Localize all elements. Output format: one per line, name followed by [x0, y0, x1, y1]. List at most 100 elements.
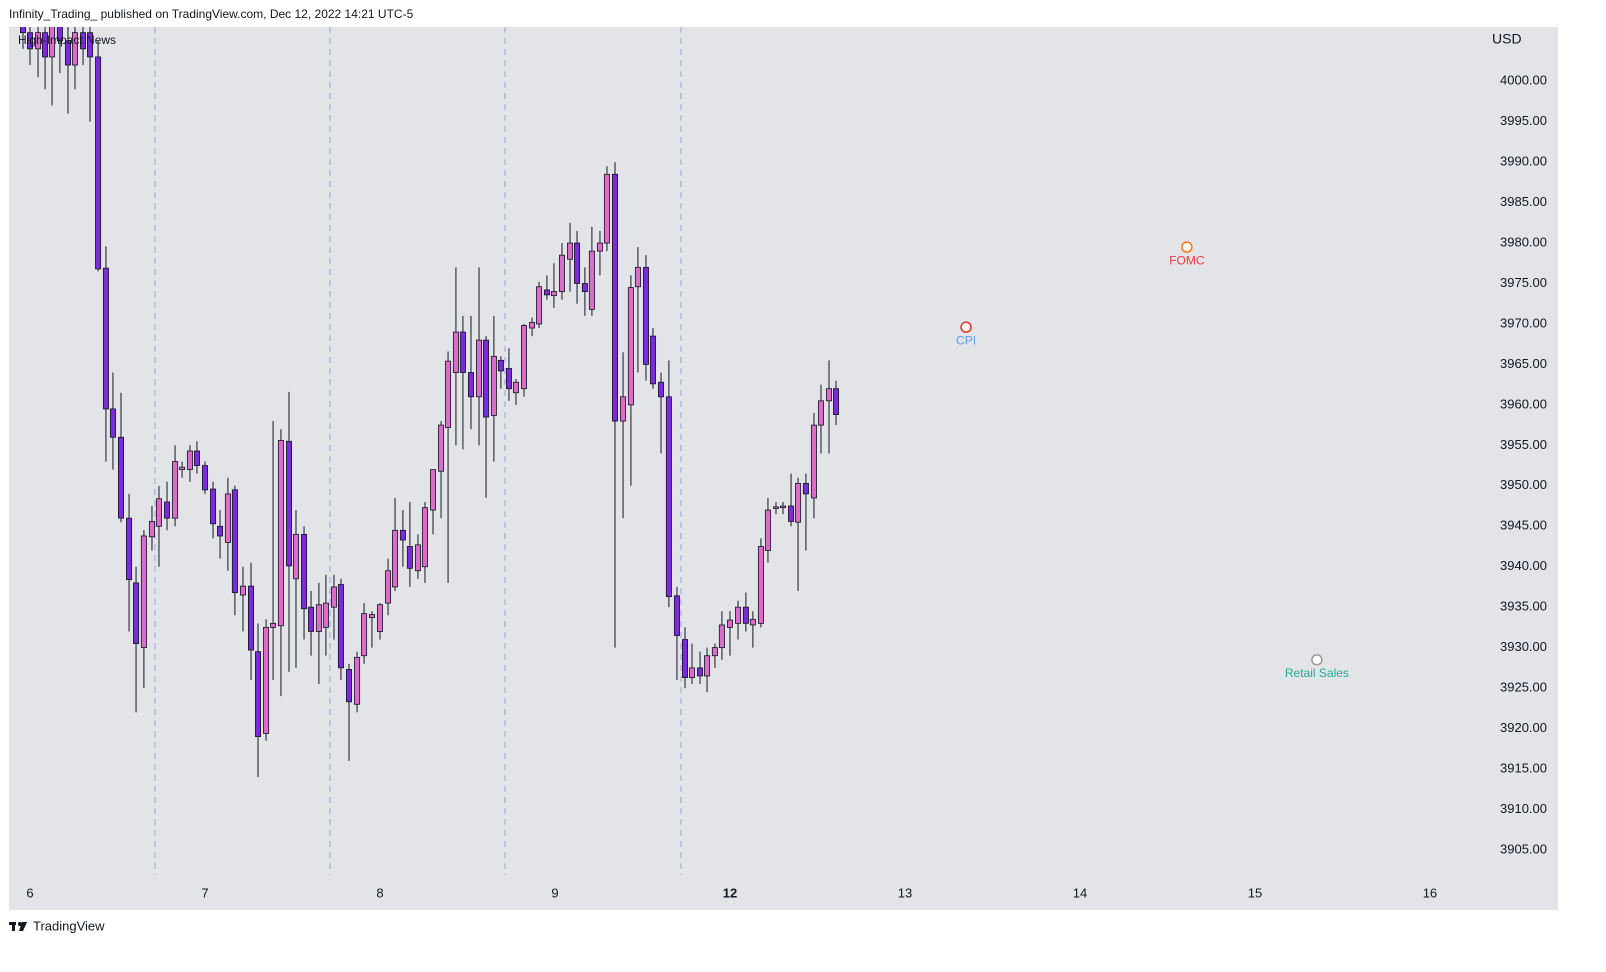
x-tick-label: 16 [1423, 885, 1437, 900]
candle-body [476, 339, 483, 398]
candle-body [505, 368, 512, 390]
candle-body [368, 614, 375, 619]
candle-body [718, 624, 725, 649]
candle-body [255, 651, 262, 738]
candle-body [620, 396, 627, 422]
candle-body [315, 604, 322, 632]
candle-body [802, 482, 809, 495]
candle-body [95, 56, 102, 270]
candle-body [117, 436, 124, 519]
y-tick-label: 3910.00 [1500, 801, 1547, 816]
candle-body [87, 32, 94, 58]
candle-body [140, 535, 147, 649]
candle-body [35, 32, 42, 50]
indicator-label: High-Impact News [18, 33, 116, 47]
candle-body [682, 639, 689, 678]
candle-body [430, 469, 437, 511]
candle-body [201, 465, 208, 491]
y-tick-label: 3915.00 [1500, 760, 1547, 775]
candle-body [689, 667, 696, 678]
candle-body [71, 32, 78, 66]
candle-body [385, 570, 392, 604]
candle-body [193, 450, 200, 466]
candle-body [550, 291, 557, 297]
y-tick-label: 3970.00 [1500, 315, 1547, 330]
candle-body [574, 242, 581, 284]
y-tick-label: 3980.00 [1500, 234, 1547, 249]
candle-body [467, 372, 474, 398]
candle-body [742, 606, 749, 624]
header-text: Infinity_Trading_ published on TradingVi… [9, 7, 414, 21]
x-tick-label: 7 [201, 885, 208, 900]
candle-body [414, 544, 421, 572]
candle-body [217, 525, 224, 537]
candle-body [376, 604, 383, 632]
y-tick-label: 3930.00 [1500, 639, 1547, 654]
candle-body [603, 173, 610, 244]
y-tick-label: 3975.00 [1500, 275, 1547, 290]
candle-body [497, 359, 504, 372]
y-tick-label: 3960.00 [1500, 396, 1547, 411]
x-tick-label: 12 [723, 885, 737, 900]
candle-body [210, 488, 217, 525]
y-tick-label: 3935.00 [1500, 599, 1547, 614]
candle-body [248, 585, 255, 651]
candle-body [649, 335, 656, 385]
candle-body [406, 546, 413, 569]
candle-body [764, 509, 771, 551]
candle-body [581, 283, 588, 292]
labels-layer: 3905.00 3910.00 3915.00 3920.00 3925.00 3930.… [26, 73, 1547, 901]
candle-body [231, 489, 238, 594]
candle-body [133, 582, 140, 644]
event-label: CPI [956, 333, 976, 347]
y-tick-label: 3920.00 [1500, 720, 1547, 735]
candles-layer [19, 27, 840, 778]
candle-body [490, 355, 497, 416]
candle-body [697, 667, 704, 677]
candle-body [529, 321, 536, 329]
candle-body [42, 32, 49, 58]
candle-body [452, 331, 459, 373]
candle-body [665, 396, 672, 598]
y-tick-label: 3945.00 [1500, 518, 1547, 533]
candle-body [658, 381, 665, 398]
candle-body [64, 40, 71, 66]
candle-body [512, 381, 519, 394]
candle-body [239, 585, 246, 596]
candle-body [459, 331, 466, 373]
candle-body [186, 450, 193, 471]
y-tick-label: 3905.00 [1500, 841, 1547, 856]
candle-body [810, 424, 817, 499]
candle-body [788, 505, 795, 522]
x-tick-label: 8 [376, 885, 383, 900]
y-tick-label: 3950.00 [1500, 477, 1547, 492]
candle-body [567, 242, 574, 260]
y-tick-label: 3990.00 [1500, 154, 1547, 169]
candle-body [421, 507, 428, 568]
x-tick-label: 9 [551, 885, 558, 900]
grid-layer [154, 27, 682, 875]
candle-body [26, 32, 33, 50]
candle-body [612, 173, 619, 422]
candle-body [155, 498, 162, 527]
y-tick-label: 3940.00 [1500, 558, 1547, 573]
candle-body [308, 606, 315, 632]
candle-body [596, 242, 603, 252]
event-icon [1181, 241, 1193, 253]
candle-body [558, 254, 565, 292]
x-tick-label: 15 [1248, 885, 1262, 900]
candle-body [634, 266, 641, 288]
candle-body [109, 408, 116, 438]
candle-body [543, 289, 550, 296]
candle-body [337, 584, 344, 669]
x-tick-label: 13 [898, 885, 912, 900]
candle-body [301, 533, 308, 610]
candle-body [627, 287, 634, 406]
y-tick-label: 4000.00 [1500, 73, 1547, 88]
candle-body [521, 325, 528, 390]
candle-body [56, 27, 63, 42]
candle-body [772, 506, 779, 509]
candle-body [270, 622, 277, 628]
